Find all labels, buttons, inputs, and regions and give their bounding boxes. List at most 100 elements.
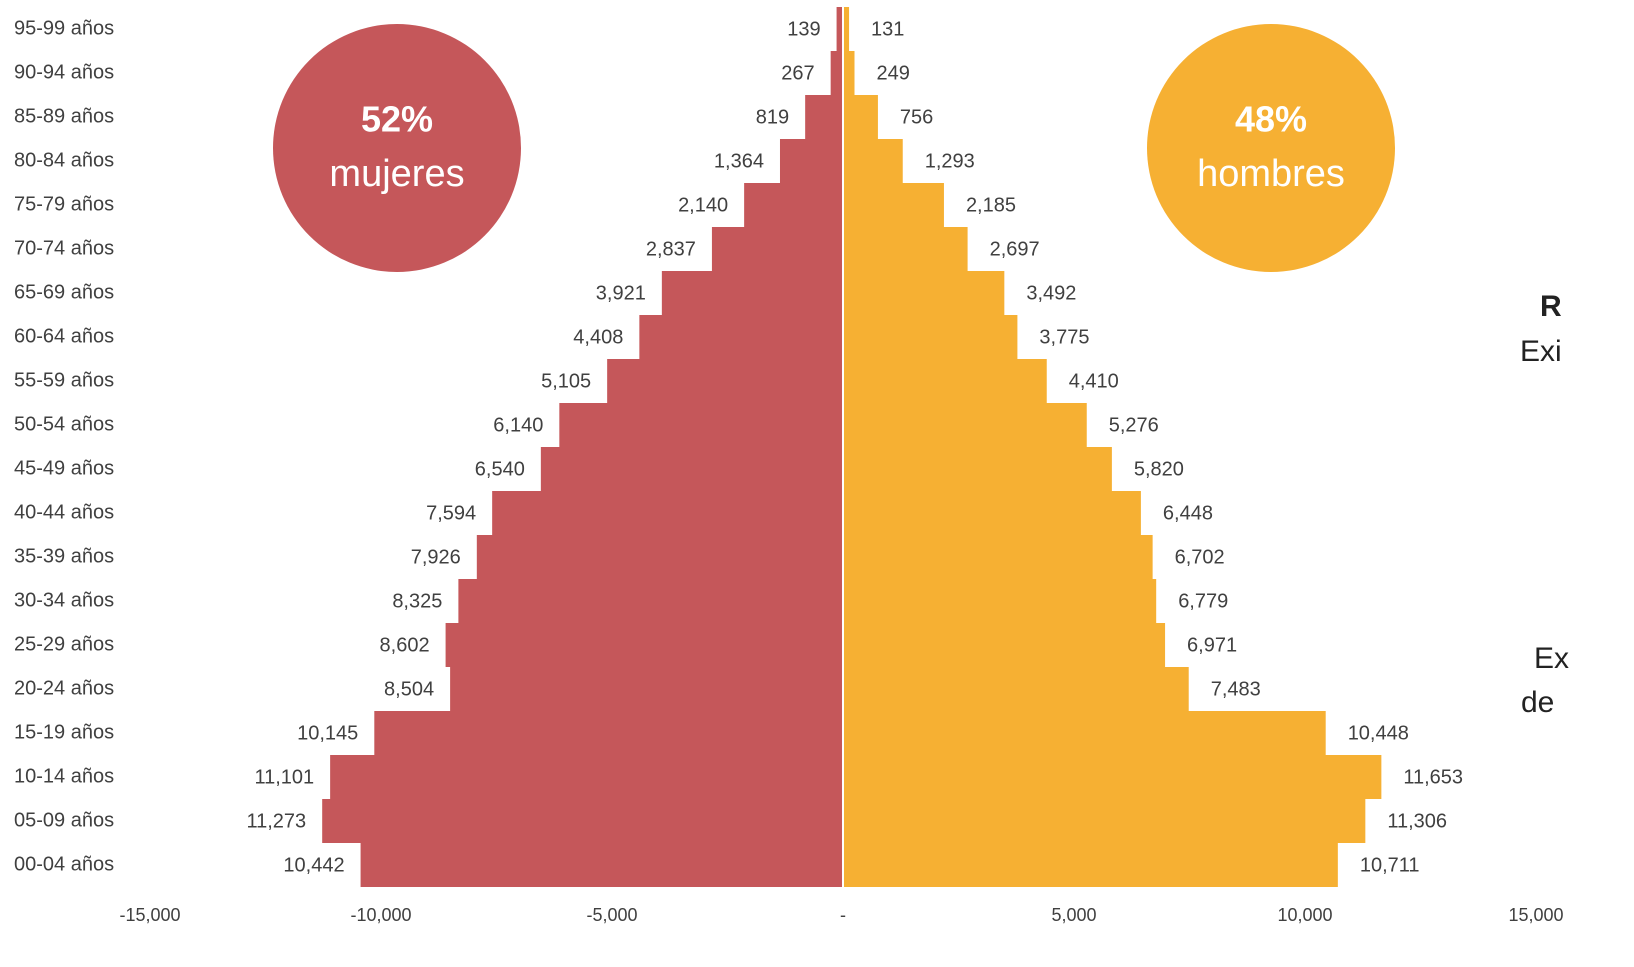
bar: [843, 799, 1366, 843]
y-tick-label: 10-14 años: [14, 765, 114, 787]
bar: [744, 183, 843, 227]
bar: [458, 579, 843, 623]
data-label: 11,306: [1387, 810, 1447, 832]
bar: [843, 535, 1153, 579]
data-label: 7,926: [411, 546, 461, 568]
data-label: 4,410: [1069, 370, 1119, 392]
y-tick-label: 80-84 años: [14, 149, 114, 171]
bar: [843, 183, 944, 227]
data-label: 8,602: [380, 634, 430, 656]
y-tick-label: 25-29 años: [14, 633, 114, 655]
share-circle: [1147, 24, 1395, 272]
share-label: 52%: [361, 99, 433, 140]
data-label: 7,483: [1211, 678, 1261, 700]
bar: [843, 447, 1112, 491]
data-label: 756: [900, 106, 933, 128]
y-tick-label: 45-49 años: [14, 457, 114, 479]
bar: [830, 51, 843, 95]
bar: [559, 403, 843, 447]
x-tick-label: 5,000: [1051, 905, 1096, 925]
bar: [540, 447, 843, 491]
bar: [360, 843, 843, 887]
data-label: 10,442: [283, 854, 344, 876]
data-label: 6,971: [1187, 634, 1237, 656]
y-tick-label: 90-94 años: [14, 61, 114, 83]
x-tick-label: -15,000: [119, 905, 180, 925]
bar: [843, 51, 855, 95]
share-circle: [273, 24, 521, 272]
data-label: 5,276: [1109, 414, 1159, 436]
annotation: Exi: [1520, 335, 1562, 368]
bar: [843, 315, 1018, 359]
x-tick-label: -5,000: [586, 905, 637, 925]
data-label: 2,697: [990, 238, 1040, 260]
bar: [843, 359, 1047, 403]
data-label: 10,145: [297, 722, 358, 744]
data-label: 6,779: [1178, 590, 1228, 612]
data-label: 819: [756, 106, 789, 128]
data-label: 2,140: [678, 194, 728, 216]
bar: [843, 579, 1157, 623]
bar: [779, 139, 843, 183]
y-tick-label: 05-09 años: [14, 809, 114, 831]
y-tick-label: 35-39 años: [14, 545, 114, 567]
data-label: 6,702: [1175, 546, 1225, 568]
y-tick-label: 95-99 años: [14, 17, 114, 39]
bar: [450, 667, 843, 711]
y-tick-label: 30-34 años: [14, 589, 114, 611]
bar: [843, 139, 903, 183]
bar: [492, 491, 843, 535]
bar: [843, 403, 1087, 447]
bar: [661, 271, 843, 315]
bar: [476, 535, 843, 579]
data-label: 11,101: [254, 766, 314, 788]
y-tick-label: 70-74 años: [14, 237, 114, 259]
bar: [843, 623, 1166, 667]
data-label: 10,711: [1360, 854, 1420, 876]
data-label: 3,921: [596, 282, 646, 304]
bar: [445, 623, 843, 667]
data-label: 5,820: [1134, 458, 1184, 480]
y-tick-label: 85-89 años: [14, 105, 114, 127]
legend-label: mujeres: [329, 153, 464, 195]
data-label: 6,540: [475, 458, 525, 480]
data-label: 11,653: [1403, 766, 1463, 788]
bar: [607, 359, 843, 403]
x-tick-label: -10,000: [350, 905, 411, 925]
bar: [843, 711, 1326, 755]
bar: [805, 95, 843, 139]
bar: [843, 271, 1005, 315]
annotation: de: [1521, 686, 1554, 719]
y-tick-label: 60-64 años: [14, 325, 114, 347]
bar: [639, 315, 843, 359]
data-label: 4,408: [573, 326, 623, 348]
annotation: R: [1540, 290, 1562, 323]
data-label: 1,293: [925, 150, 975, 172]
data-label: 8,325: [392, 590, 442, 612]
x-tick-label: -: [840, 905, 846, 925]
data-label: 3,775: [1039, 326, 1089, 348]
bar: [843, 7, 850, 51]
y-tick-label: 75-79 años: [14, 193, 114, 215]
data-label: 11,273: [246, 810, 306, 832]
bar: [843, 667, 1189, 711]
data-label: 139: [787, 18, 820, 40]
data-label: 2,185: [966, 194, 1016, 216]
data-label: 249: [877, 62, 910, 84]
data-label: 131: [871, 18, 904, 40]
legend-label: hombres: [1197, 153, 1345, 195]
y-tick-label: 40-44 años: [14, 501, 114, 523]
y-tick-label: 15-19 años: [14, 721, 114, 743]
y-tick-label: 55-59 años: [14, 369, 114, 391]
data-label: 1,364: [714, 150, 764, 172]
y-tick-label: 20-24 años: [14, 677, 114, 699]
annotation: Ex: [1534, 642, 1569, 675]
x-tick-label: 15,000: [1508, 905, 1563, 925]
data-label: 267: [781, 62, 814, 84]
data-label: 10,448: [1348, 722, 1409, 744]
bar: [836, 7, 843, 51]
bar: [330, 755, 843, 799]
data-label: 2,837: [646, 238, 696, 260]
bar: [843, 491, 1141, 535]
